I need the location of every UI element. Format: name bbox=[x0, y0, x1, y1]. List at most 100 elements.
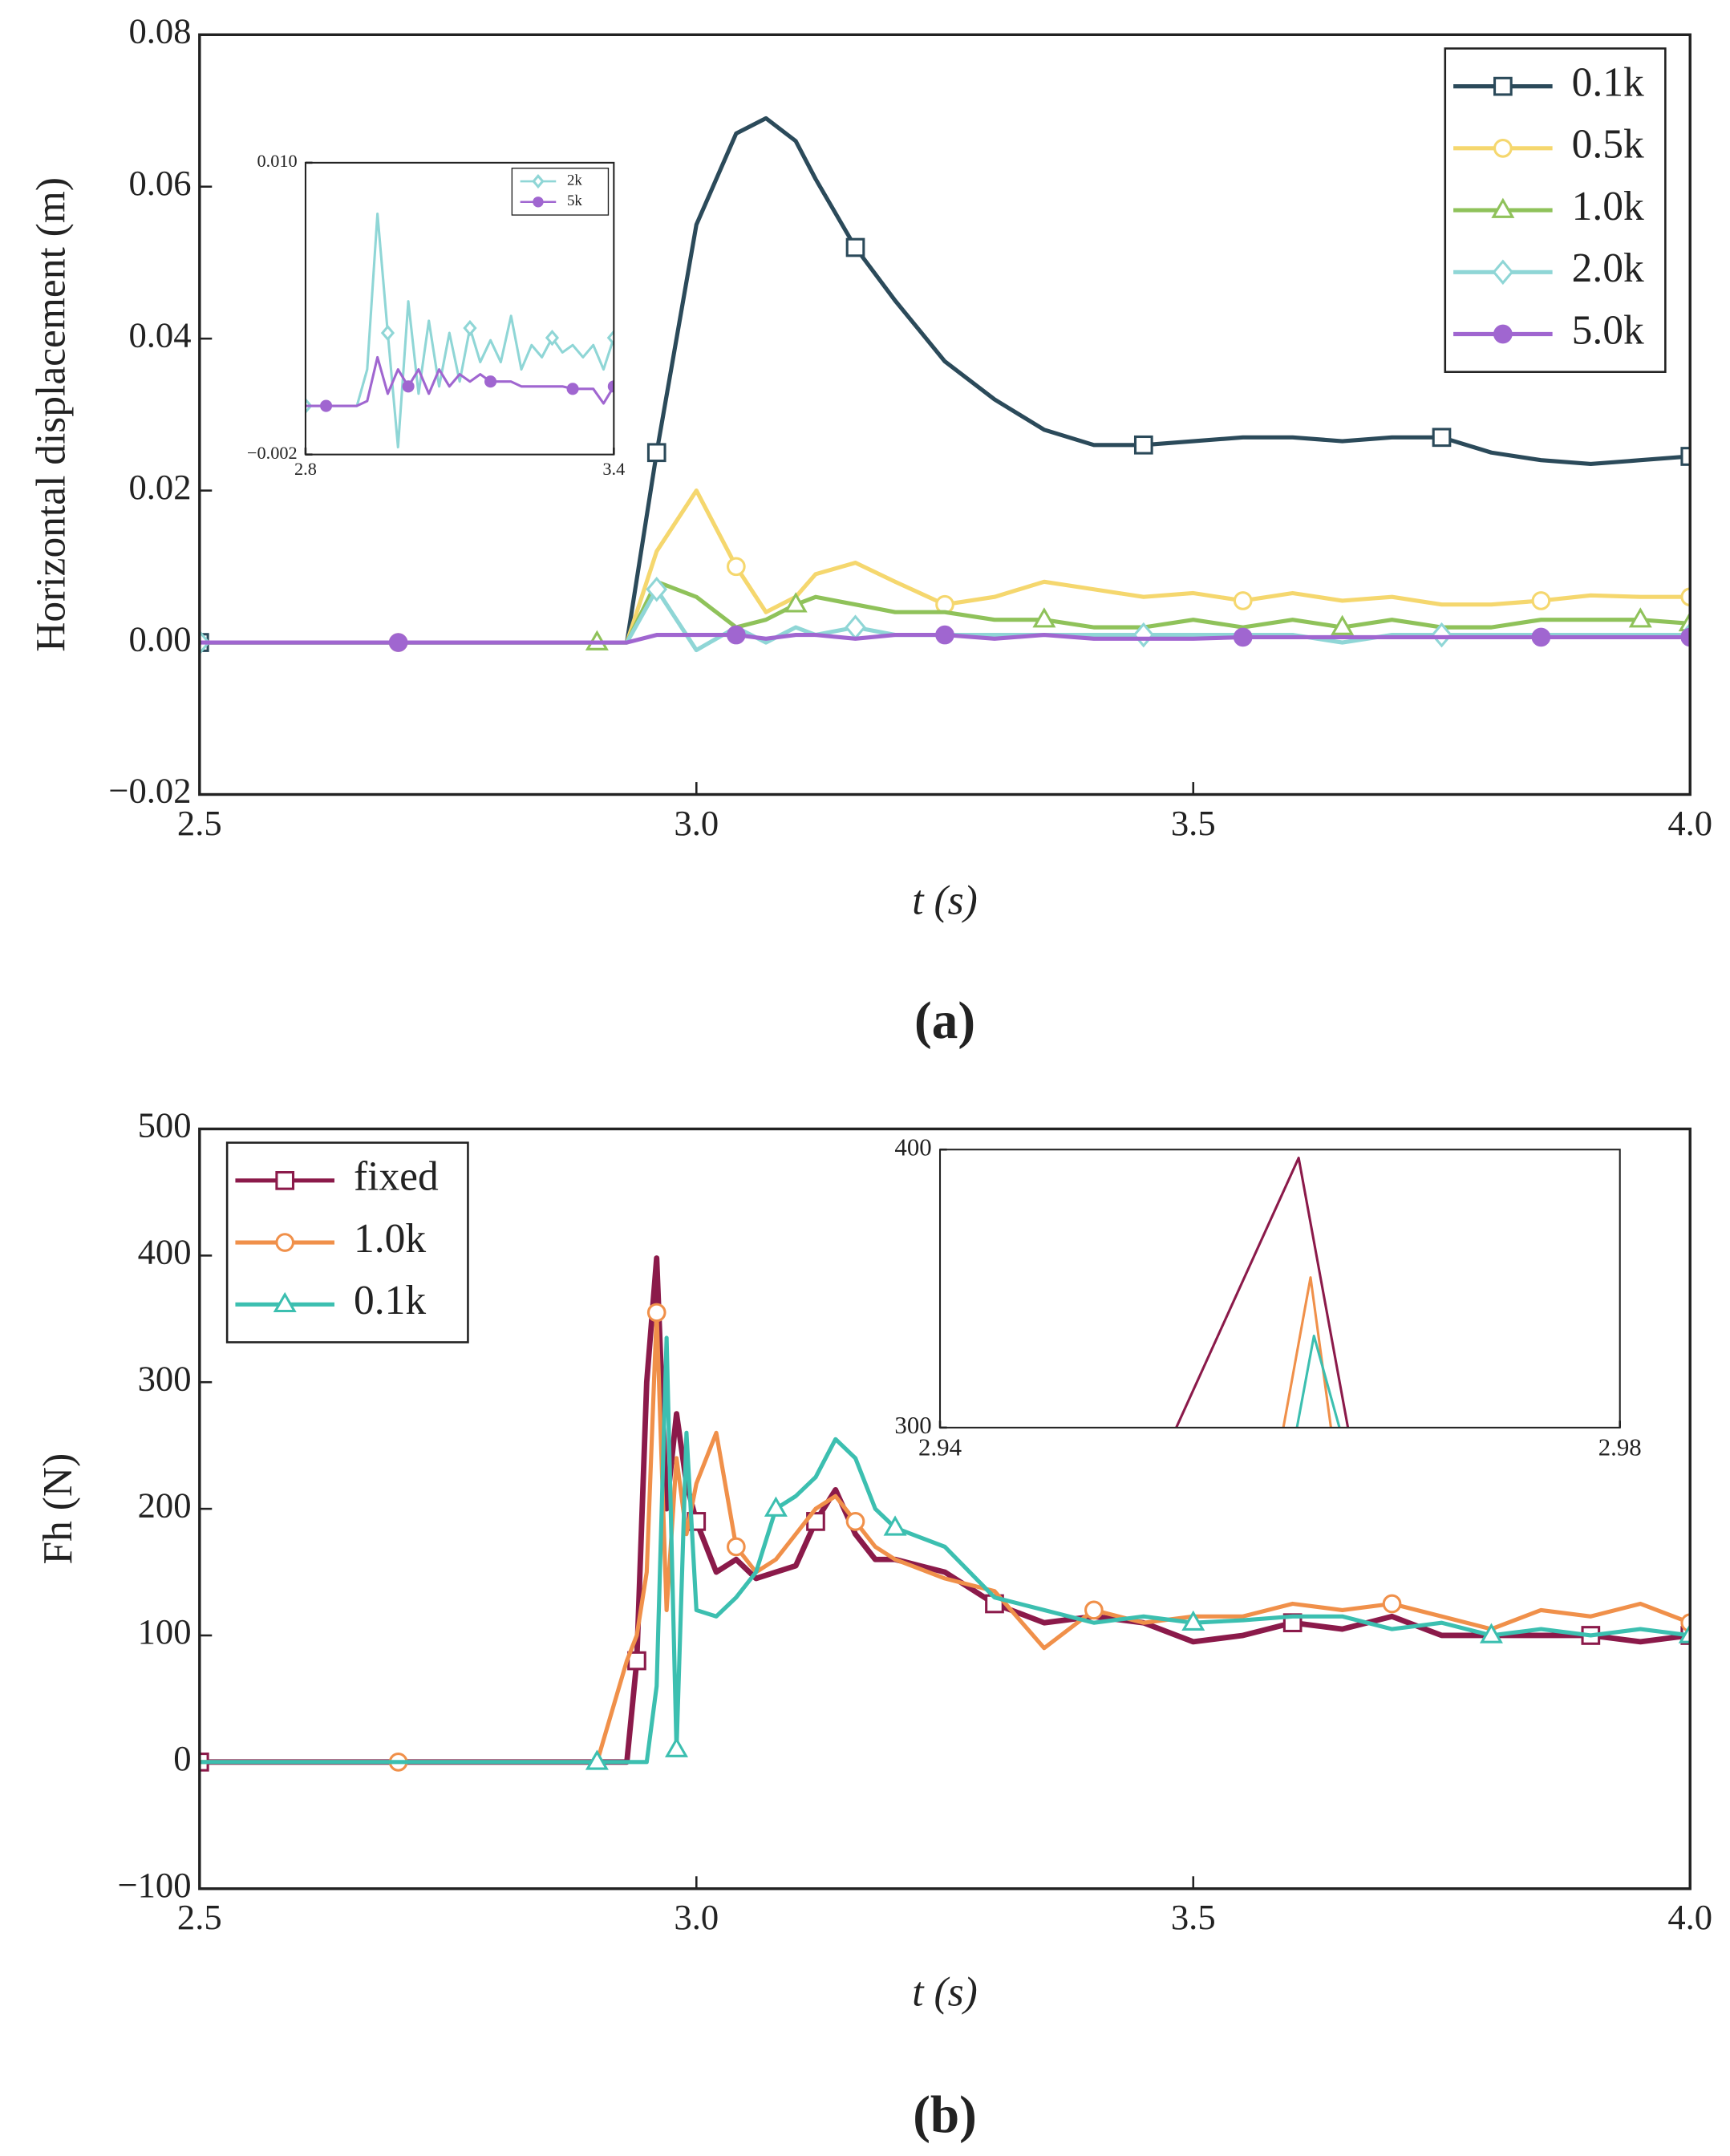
marker bbox=[1181, 1610, 1205, 1631]
marker bbox=[533, 197, 544, 208]
x-tick-label: 3.4 bbox=[602, 459, 625, 479]
marker bbox=[1032, 607, 1056, 628]
marker bbox=[380, 324, 395, 342]
y-tick-label: 200 bbox=[138, 1485, 192, 1525]
marker bbox=[1233, 591, 1253, 610]
x-tick-label: 4.0 bbox=[1667, 803, 1712, 843]
marker bbox=[484, 375, 497, 388]
legend-box bbox=[511, 168, 610, 216]
x-tick-label: 3.0 bbox=[674, 803, 719, 843]
legend-label: 0.5k bbox=[1572, 122, 1644, 168]
plot-frame bbox=[304, 161, 615, 456]
marker bbox=[1628, 607, 1652, 628]
y-tick-label: 300 bbox=[894, 1411, 931, 1439]
marker bbox=[320, 399, 333, 412]
marker bbox=[388, 633, 408, 652]
marker bbox=[784, 592, 808, 613]
marker bbox=[275, 1233, 295, 1252]
y-axis-label: Horizontal displacement (m) bbox=[28, 177, 74, 652]
x-tick-label: 4.0 bbox=[1667, 1897, 1712, 1937]
y-axis-label: Fh (N) bbox=[35, 1453, 81, 1565]
y-tick-label: 100 bbox=[138, 1611, 192, 1651]
y-tick-label: −0.02 bbox=[108, 771, 191, 811]
y-tick-label: 0.08 bbox=[128, 11, 191, 51]
marker bbox=[463, 319, 477, 337]
x-axis-label: t (s) bbox=[912, 1969, 977, 2015]
legend-label: 2k bbox=[567, 172, 582, 188]
series-line bbox=[199, 633, 1691, 645]
chart-title: (a) bbox=[914, 992, 975, 1050]
marker bbox=[665, 1737, 689, 1757]
marker bbox=[1431, 622, 1452, 648]
y-tick-label: 300 bbox=[138, 1358, 192, 1398]
plot-frame bbox=[938, 1149, 1621, 1429]
series-line bbox=[1175, 1157, 1350, 1428]
marker bbox=[1680, 447, 1691, 466]
marker bbox=[545, 329, 560, 346]
marker bbox=[566, 383, 579, 395]
marker bbox=[607, 380, 614, 393]
y-tick-label: 0.010 bbox=[257, 151, 297, 171]
legend-label: fixed bbox=[354, 1154, 439, 1200]
chart: 300 400 2.94 2.98 bbox=[894, 1133, 1641, 1461]
marker bbox=[1133, 435, 1153, 455]
y-tick-label: 400 bbox=[894, 1133, 931, 1161]
y-tick-label: 0.04 bbox=[128, 314, 191, 355]
y-tick-label: 0.02 bbox=[128, 467, 191, 507]
marker bbox=[727, 1537, 746, 1557]
plot-area bbox=[940, 1149, 1620, 1428]
x-tick-label: 2.94 bbox=[918, 1433, 962, 1461]
legend-label: 0.1k bbox=[1572, 59, 1644, 105]
marker bbox=[1531, 627, 1551, 647]
series-layer bbox=[1175, 1157, 1350, 1428]
marker bbox=[1493, 139, 1513, 158]
series-line bbox=[1295, 1334, 1341, 1428]
legend-label: 1.0k bbox=[1572, 184, 1644, 229]
y-tick-label: 400 bbox=[138, 1232, 192, 1272]
marker bbox=[1432, 428, 1452, 448]
series-layer bbox=[199, 1255, 1691, 1772]
marker bbox=[1491, 197, 1515, 218]
x-axis-label: t (s) bbox=[912, 878, 977, 924]
chart-title: (b) bbox=[913, 2086, 977, 2144]
marker bbox=[1084, 1600, 1104, 1620]
series-layer bbox=[199, 116, 1691, 655]
series-line bbox=[305, 355, 614, 407]
plot-frame bbox=[198, 33, 1692, 796]
marker bbox=[1678, 1623, 1691, 1643]
legend-label: 0.1k bbox=[354, 1278, 426, 1323]
y-tick-label: 0 bbox=[173, 1738, 191, 1778]
marker bbox=[935, 625, 954, 645]
marker bbox=[1493, 76, 1513, 96]
marker bbox=[646, 1303, 666, 1323]
marker bbox=[606, 329, 614, 346]
x-tick-label: 2.5 bbox=[177, 803, 222, 843]
legend-label: 5.0k bbox=[1572, 307, 1644, 353]
y-tick-label: 0.06 bbox=[128, 163, 191, 203]
chart: −0.002 0.010 2.8 3.4 2k 5k bbox=[247, 151, 625, 479]
marker bbox=[646, 443, 666, 463]
marker bbox=[1680, 587, 1691, 607]
marker bbox=[532, 173, 545, 189]
marker bbox=[402, 380, 415, 393]
chart: −0.02 0.00 0.02 0.04 0.06 0.08 2.5 3.0 3.5 4.0 (a)… bbox=[28, 11, 1712, 1050]
x-tick-label: 2.98 bbox=[1598, 1433, 1642, 1461]
series-line bbox=[1282, 1276, 1332, 1428]
y-tick-label: −0.002 bbox=[247, 443, 298, 463]
series-layer bbox=[305, 212, 614, 449]
legend-label: 2.0k bbox=[1572, 245, 1644, 291]
y-tick-label: −100 bbox=[117, 1865, 191, 1905]
x-tick-label: 2.8 bbox=[294, 459, 317, 479]
x-tick-label: 2.5 bbox=[177, 1897, 222, 1937]
marker bbox=[1493, 324, 1513, 344]
x-tick-label: 3.5 bbox=[1171, 1897, 1216, 1937]
marker bbox=[845, 237, 865, 257]
marker bbox=[845, 1512, 865, 1531]
plot-frame bbox=[198, 1127, 1692, 1891]
marker bbox=[727, 557, 746, 577]
series-line bbox=[199, 1335, 1691, 1765]
marker bbox=[1531, 591, 1551, 610]
marker bbox=[585, 1749, 609, 1770]
marker bbox=[1492, 259, 1514, 286]
x-tick-label: 3.0 bbox=[674, 1897, 719, 1937]
